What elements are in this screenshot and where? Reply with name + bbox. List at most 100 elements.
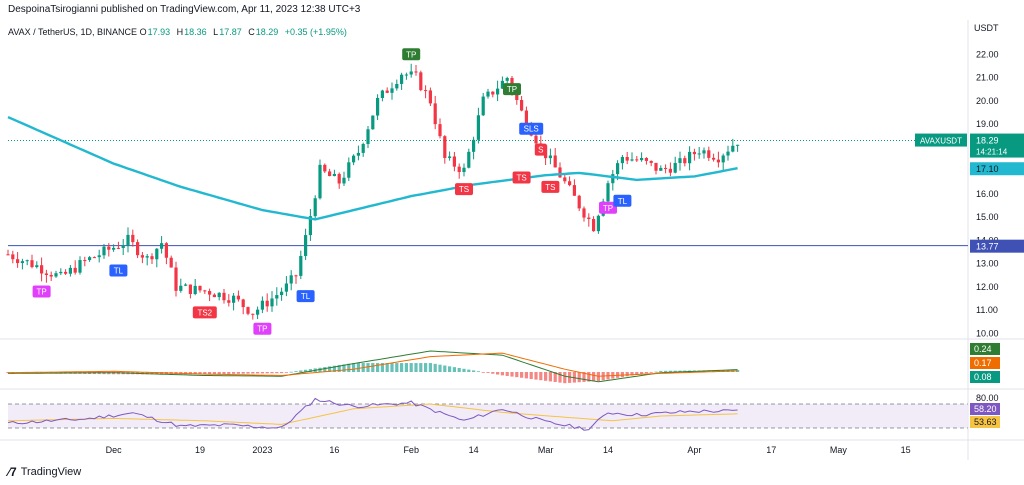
macd-histogram-bar <box>539 372 543 381</box>
candle-body <box>505 77 509 81</box>
macd-histogram-bar <box>500 372 504 376</box>
macd-histogram-bar <box>236 372 240 374</box>
candle-body <box>222 292 226 301</box>
candle-body <box>265 300 269 307</box>
y-tick-label: 22.00 <box>976 49 999 59</box>
macd-histogram-bar <box>553 372 557 382</box>
macd-histogram-bar <box>222 372 226 374</box>
candle-body <box>227 300 231 303</box>
rsi-line <box>7 397 738 431</box>
macd-histogram-bar <box>323 367 327 372</box>
candle-body <box>308 216 312 236</box>
macd-value: 0.17 <box>974 358 992 368</box>
x-tick-label: Apr <box>687 445 701 455</box>
signal-marker-label: TP <box>507 85 517 94</box>
candle-body <box>568 181 572 186</box>
candle-body <box>563 177 567 182</box>
candle-body <box>376 97 380 116</box>
macd-histogram-bar <box>505 372 509 376</box>
macd-histogram-bar <box>467 369 471 372</box>
signal-marker <box>253 322 272 335</box>
macd-histogram-bar <box>203 372 207 375</box>
countdown-label: 14:21:14 <box>976 148 1008 157</box>
signal-marker-label: TL <box>618 197 628 206</box>
candles-group <box>6 63 740 320</box>
macd-histogram-bar <box>409 363 413 372</box>
macd-histogram-bar <box>356 363 360 372</box>
signal-marker <box>296 290 315 303</box>
macd-histogram-bar <box>625 372 629 377</box>
open-label: O <box>139 27 147 37</box>
candle-body <box>390 88 394 93</box>
candle-body <box>280 291 284 296</box>
candle-body <box>6 254 10 256</box>
high-value: 18.36 <box>184 27 207 37</box>
macd-histogram-bar <box>654 371 658 373</box>
macd-line <box>8 350 738 383</box>
candle-body <box>534 135 538 144</box>
macd-histogram-bar <box>486 372 490 373</box>
candle-body <box>616 163 620 175</box>
macd-histogram-bar <box>265 372 269 374</box>
macd-histogram-bar <box>385 363 389 372</box>
macd-histogram-bar <box>337 365 341 372</box>
macd-histogram-bar <box>380 363 384 372</box>
signal-marker-label: S <box>538 146 543 155</box>
moving-average-line <box>7 116 738 221</box>
candle-body <box>659 167 663 171</box>
candle-body <box>409 71 413 75</box>
signal-marker <box>534 143 547 156</box>
y-tick-label: 20.00 <box>976 96 999 106</box>
candle-body <box>88 257 92 261</box>
candle-body <box>64 271 68 274</box>
signal-marker <box>541 180 560 193</box>
candle-body <box>620 157 624 164</box>
candle-body <box>553 155 557 168</box>
macd-histogram-bar <box>582 372 586 382</box>
candle-body <box>356 152 360 156</box>
candle-body <box>78 260 82 273</box>
macd-histogram-bar <box>448 366 452 372</box>
macd-histogram-value-badge <box>970 343 1000 355</box>
level-price-badge <box>970 239 1024 253</box>
signal-marker <box>32 285 51 298</box>
signal-marker <box>503 83 521 96</box>
macd-histogram-bar <box>308 369 312 372</box>
candle-body <box>649 160 653 163</box>
macd-histogram-bar <box>232 372 236 374</box>
candle-body <box>174 267 178 291</box>
macd-histogram-bar <box>347 363 351 372</box>
candle-body <box>692 151 696 155</box>
candle-body <box>59 271 63 274</box>
candle-body <box>184 284 188 286</box>
price-axis-unit: USDT <box>974 23 999 33</box>
macd-histogram-bar <box>227 372 231 374</box>
macd-histogram-bar <box>404 363 408 372</box>
candle-body <box>366 129 370 144</box>
signal-marker <box>109 264 128 277</box>
candle-body <box>611 174 615 184</box>
macd-histogram-bar <box>524 372 528 379</box>
signal-marker-label: TP <box>603 204 613 213</box>
candle-body <box>630 159 634 161</box>
rsi-ma-value: 53.63 <box>974 417 997 427</box>
macd-histogram-bar <box>424 363 428 372</box>
symbol-price-tag <box>915 133 967 147</box>
macd-histogram-bar <box>712 370 716 372</box>
candle-body <box>707 150 711 158</box>
candle-body <box>736 144 740 146</box>
candle-body <box>438 124 442 137</box>
signal-marker <box>192 306 217 319</box>
macd-histogram-bar <box>304 369 308 372</box>
macd-histogram-bar <box>217 372 221 375</box>
candle-body <box>371 115 375 130</box>
x-tick-label: 19 <box>195 445 205 455</box>
candle-body <box>520 99 524 111</box>
candle-body <box>592 219 596 232</box>
candle-body <box>164 243 168 258</box>
candle-body <box>716 159 720 163</box>
x-tick-label: 16 <box>329 445 339 455</box>
macd-histogram-bar <box>491 372 495 374</box>
candle-body <box>587 217 591 220</box>
